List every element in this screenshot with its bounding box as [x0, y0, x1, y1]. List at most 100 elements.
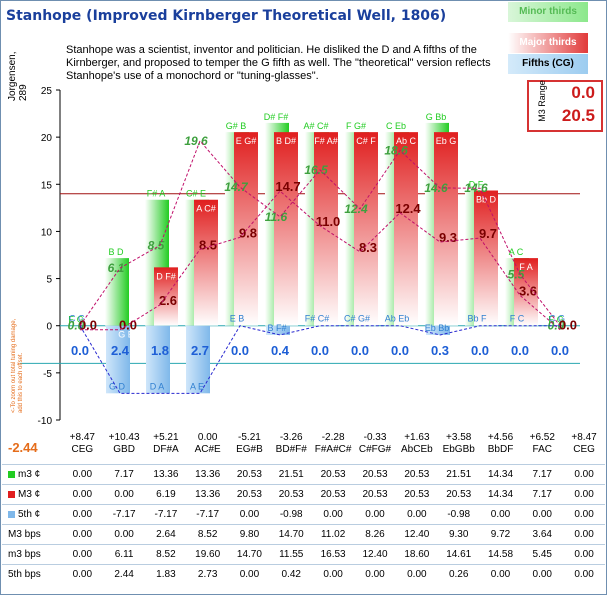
m3-range-box: M3 Range 0.0 20.5 — [527, 80, 603, 132]
table-row: M3 bps 0.00 0.00 2.64 8.52 9.80 14.70 11.02 8.26… — [2, 524, 605, 545]
major-third-label: A C# — [196, 204, 216, 214]
table-column-header: +1.63 AbCEb — [396, 424, 438, 465]
fifth-bps: 1.8 — [151, 343, 169, 358]
table-cell: 18.60 — [395, 544, 438, 565]
major-third-bar — [434, 132, 458, 326]
fifth-label: Ab Eb — [385, 314, 410, 324]
row-label: 5th ¢ — [2, 504, 62, 525]
table-cell: 8.52 — [145, 544, 187, 565]
table-column-header: -2.28 F#A#C# — [312, 424, 354, 465]
fifth-bps: 0.0 — [311, 343, 329, 358]
table-cell: 20.53 — [354, 484, 396, 505]
table-cell: 2.73 — [186, 564, 229, 584]
table-cell: 7.17 — [103, 464, 146, 485]
table-row: m3 bps 0.00 6.11 8.52 19.60 14.70 11.55 16.53 12… — [2, 544, 605, 565]
table-column-header: +8.47 CEG — [61, 424, 103, 465]
minor-third-label: B D — [108, 247, 124, 257]
table-row: m3 ¢ 0.00 7.17 13.36 13.36 20.53 21.51 20.53 20.… — [2, 464, 605, 485]
table-cell: 0.00 — [61, 544, 104, 565]
table-column-header: -0.33 C#FG# — [354, 424, 396, 465]
major-third-label: C E — [78, 330, 93, 340]
fifth-bps: 2.7 — [191, 343, 209, 358]
table-cell: 7.17 — [521, 464, 564, 485]
total-offset: -2.44 — [8, 440, 38, 455]
y-axis-title: Jorgensen, 289 — [7, 51, 29, 101]
fifth-label: A E — [190, 381, 204, 391]
table-cell: -7.17 — [103, 504, 146, 525]
minor-third-bps: 6.1 — [108, 261, 125, 275]
fifth-bps: 0.0 — [391, 343, 409, 358]
row-label-text: m3 ¢ — [18, 469, 41, 480]
table-cell: 0.00 — [395, 564, 438, 584]
column-triad: CEG — [573, 444, 595, 455]
fifth-bps: 0.0 — [71, 343, 89, 358]
table-cell: 0.00 — [479, 504, 522, 525]
table-cell: 0.00 — [103, 484, 146, 505]
fifth-bar — [106, 325, 130, 394]
table-cell: 0.00 — [103, 524, 146, 545]
chart-title: Stanhope (Improved Kirnberger Theoretica… — [6, 8, 447, 24]
column-triad: DF#A — [153, 444, 179, 455]
table-cell: 0.00 — [563, 544, 605, 565]
minor-third-label: G Bb — [426, 112, 447, 122]
row-label-text: M3 bps — [8, 529, 41, 540]
table-cell: 0.00 — [228, 504, 271, 525]
trend-curve — [79, 325, 560, 394]
row-color-swatch — [8, 490, 15, 498]
table-cell: 14.34 — [479, 464, 522, 485]
minor-third-bar — [105, 258, 129, 326]
fifth-label: Bb F — [467, 314, 487, 324]
table-cell: 0.00 — [563, 484, 605, 505]
minor-third-bps: 5.5 — [508, 267, 525, 281]
major-third-label: F A — [519, 262, 533, 272]
minor-third-bps: 16.5 — [304, 163, 328, 177]
major-third-label: C E — [558, 330, 573, 340]
range-label: M3 Range — [536, 80, 547, 122]
minor-third-label: F G# — [346, 121, 366, 131]
table-cell: 21.51 — [437, 464, 480, 485]
table-column-header: +8.47 CEG — [563, 424, 605, 465]
table-cell: 12.40 — [354, 544, 396, 565]
row-label-text: M3 ¢ — [18, 489, 41, 500]
fifth-label: F# C# — [305, 314, 330, 324]
trend-curve — [79, 139, 561, 327]
fifth-label: B F# — [267, 323, 286, 333]
column-triad: BbDF — [487, 444, 514, 455]
major-third-label: Eb G — [436, 136, 457, 146]
table-cell: 0.00 — [521, 564, 564, 584]
table-row: 5th bps 0.00 2.44 1.83 2.73 0.00 0.42 0.00 0.00 0… — [2, 564, 605, 584]
table-column-header: -5.21 EG#B — [229, 424, 271, 465]
table-cell: 0.00 — [395, 504, 438, 525]
major-third-bar — [314, 132, 338, 326]
column-triad: BD#F# — [275, 444, 307, 455]
table-cell: 20.53 — [270, 484, 313, 505]
table-cell: 11.02 — [312, 524, 355, 545]
fifth-bps: 2.4 — [111, 343, 130, 358]
column-offset: +8.47 — [571, 432, 597, 443]
fifth-label: D A — [150, 381, 165, 391]
table-cell: 14.70 — [270, 524, 313, 545]
y-tick-label: 20 — [41, 133, 53, 144]
table-cell: 14.34 — [479, 484, 522, 505]
fifth-label: E B — [230, 314, 245, 324]
major-third-label: D F# — [156, 271, 176, 281]
fifth-bps: 0.4 — [271, 343, 290, 358]
minor-third-label: C# E — [186, 189, 206, 199]
table-cell: 0.00 — [354, 564, 396, 584]
table-cell: 8.52 — [186, 524, 229, 545]
table-cell: 20.53 — [312, 464, 355, 485]
range-max: 20.5 — [561, 106, 595, 125]
table-cell: 0.00 — [521, 504, 564, 525]
table-cell: 3.64 — [521, 524, 564, 545]
major-third-bar — [274, 132, 298, 326]
legend-major-thirds: Major thirds — [508, 33, 588, 53]
minor-third-label: F# A — [147, 189, 166, 199]
fifth-bps: 0.3 — [431, 343, 449, 358]
y-tick-label: 5 — [46, 275, 52, 286]
major-third-bps: 9.8 — [239, 225, 257, 240]
column-offset: +3.58 — [446, 432, 472, 443]
fifth-bps: 0.0 — [471, 343, 489, 358]
table-cell: 14.70 — [228, 544, 271, 565]
row-label-text: m3 bps — [8, 549, 41, 560]
major-third-label: C# F — [356, 136, 376, 146]
